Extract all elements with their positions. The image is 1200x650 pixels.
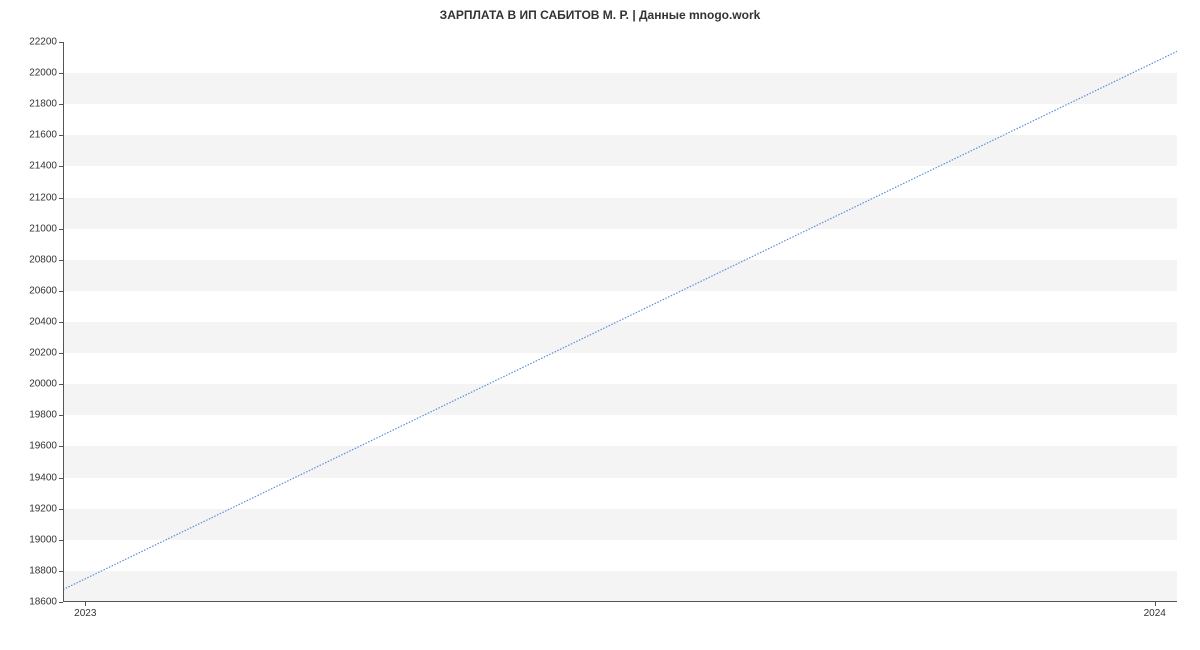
chart-container: ЗАРПЛАТА В ИП САБИТОВ М. Р. | Данные mno… bbox=[0, 0, 1200, 650]
y-tick-label: 21000 bbox=[29, 223, 57, 234]
y-tick-label: 21600 bbox=[29, 130, 57, 141]
y-tick-mark bbox=[59, 198, 63, 199]
line-layer bbox=[63, 42, 1177, 602]
y-tick-mark bbox=[59, 229, 63, 230]
y-tick-label: 18600 bbox=[29, 597, 57, 608]
y-tick-mark bbox=[59, 166, 63, 167]
y-tick-label: 22200 bbox=[29, 37, 57, 48]
y-axis-line bbox=[63, 42, 64, 602]
y-tick-label: 21200 bbox=[29, 192, 57, 203]
y-tick-label: 20200 bbox=[29, 348, 57, 359]
y-tick-label: 19600 bbox=[29, 441, 57, 452]
y-tick-label: 19000 bbox=[29, 534, 57, 545]
x-tick-mark bbox=[1155, 602, 1156, 606]
y-tick-label: 18800 bbox=[29, 565, 57, 576]
y-tick-mark bbox=[59, 384, 63, 385]
y-tick-mark bbox=[59, 571, 63, 572]
y-tick-mark bbox=[59, 602, 63, 603]
y-tick-mark bbox=[59, 478, 63, 479]
y-tick-mark bbox=[59, 509, 63, 510]
y-tick-mark bbox=[59, 135, 63, 136]
y-tick-label: 20000 bbox=[29, 379, 57, 390]
y-tick-label: 21400 bbox=[29, 161, 57, 172]
y-tick-mark bbox=[59, 291, 63, 292]
plot-area: 1860018800190001920019400196001980020000… bbox=[63, 42, 1177, 602]
y-tick-mark bbox=[59, 446, 63, 447]
y-tick-label: 19400 bbox=[29, 472, 57, 483]
chart-title: ЗАРПЛАТА В ИП САБИТОВ М. Р. | Данные mno… bbox=[0, 8, 1200, 22]
y-tick-label: 20600 bbox=[29, 285, 57, 296]
y-tick-mark bbox=[59, 73, 63, 74]
y-tick-label: 19800 bbox=[29, 410, 57, 421]
x-tick-mark bbox=[85, 602, 86, 606]
y-tick-mark bbox=[59, 260, 63, 261]
y-tick-label: 20800 bbox=[29, 254, 57, 265]
y-tick-label: 22000 bbox=[29, 68, 57, 79]
y-tick-mark bbox=[59, 42, 63, 43]
x-tick-label: 2024 bbox=[1144, 608, 1166, 619]
y-tick-mark bbox=[59, 104, 63, 105]
y-tick-label: 19200 bbox=[29, 503, 57, 514]
x-tick-label: 2023 bbox=[74, 608, 96, 619]
y-tick-mark bbox=[59, 353, 63, 354]
x-axis-line bbox=[63, 601, 1177, 602]
y-tick-label: 20400 bbox=[29, 317, 57, 328]
y-tick-label: 21800 bbox=[29, 99, 57, 110]
series-line-salary bbox=[63, 51, 1177, 589]
y-tick-mark bbox=[59, 415, 63, 416]
y-tick-mark bbox=[59, 322, 63, 323]
y-tick-mark bbox=[59, 540, 63, 541]
